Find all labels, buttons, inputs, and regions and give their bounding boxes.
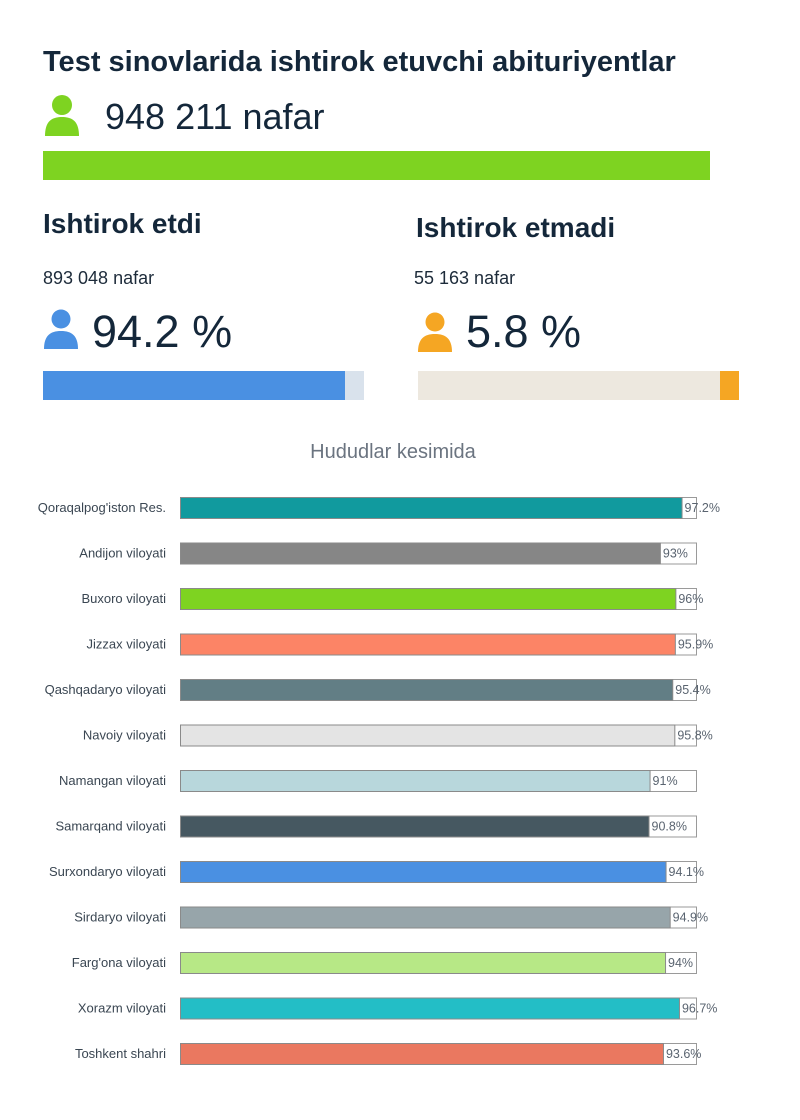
bar — [180, 906, 671, 929]
bar — [180, 861, 667, 883]
page-title: Test sinovlarida ishtirok etuvchi abitur… — [43, 46, 676, 78]
bar — [180, 997, 680, 1020]
category-label: Farg'ona viloyati — [72, 955, 166, 970]
participated-progress-fill — [43, 371, 346, 400]
bar — [180, 679, 674, 701]
not-participated-progress-bar — [418, 371, 739, 400]
bar-value-label: 94% — [668, 956, 693, 970]
category-label: Andijon viloyati — [79, 546, 166, 561]
bar-value-label: 93% — [663, 547, 688, 561]
bar-value-label: 94.1% — [669, 865, 704, 879]
person-icon — [44, 309, 78, 349]
bar — [180, 497, 683, 519]
category-label: Qoraqalpog'iston Res. — [38, 500, 166, 515]
category-label: Buxoro viloyati — [81, 591, 166, 606]
bar-value-label: 91% — [653, 774, 678, 788]
category-label: Navoiy viloyati — [83, 728, 166, 743]
bar — [180, 952, 667, 974]
bar-value-label: 95.9% — [678, 638, 713, 652]
bar — [180, 633, 676, 656]
participated-title: Ishtirok etdi — [43, 208, 202, 239]
not-participated-progress-fill — [720, 371, 739, 400]
bar-value-label: 93.6% — [666, 1047, 701, 1061]
category-label: Xorazm viloyati — [78, 1001, 166, 1016]
bar — [180, 588, 677, 610]
category-label: Qashqadaryo viloyati — [45, 682, 167, 697]
bar-value-label: 96.7% — [682, 1002, 717, 1016]
bar-value-label: 95.8% — [677, 729, 712, 743]
not-participated-count: 55 163 nafar — [414, 268, 516, 288]
bar-value-label: 90.8% — [652, 820, 687, 834]
bar — [180, 1043, 664, 1065]
bar-value-label: 96% — [678, 592, 703, 606]
total-bar-fill — [43, 151, 710, 180]
participated-count: 893 048 nafar — [43, 268, 155, 288]
participated-progress-bar — [43, 371, 364, 400]
bar — [180, 770, 651, 792]
person-icon — [45, 95, 79, 136]
bar — [180, 724, 676, 747]
not-participated-title: Ishtirok etmadi — [416, 212, 616, 243]
category-label: Namangan viloyati — [59, 773, 166, 788]
category-label: Toshkent shahri — [75, 1046, 166, 1061]
category-label: Sirdaryo viloyati — [74, 910, 166, 925]
bar — [180, 542, 661, 565]
bar-value-label: 97.2% — [685, 501, 720, 515]
bar-value-label: 94.9% — [673, 911, 708, 925]
category-label: Surxondaryo viloyati — [49, 864, 166, 879]
participated-percent: 94.2 % — [92, 306, 233, 357]
regional-bar-chart: Qoraqalpog'iston Res. 97.2% Andijon viloya… — [38, 497, 720, 1065]
category-label: Jizzax viloyati — [87, 637, 167, 652]
bar-value-label: 95.4% — [675, 683, 710, 697]
total-bar — [43, 151, 710, 180]
chart-title: Hududlar kesimida — [310, 441, 476, 463]
bar — [180, 815, 650, 838]
person-icon — [418, 312, 452, 352]
total-count: 948 211 nafar — [105, 96, 325, 137]
not-participated-percent: 5.8 % — [466, 306, 582, 357]
category-label: Samarqand viloyati — [55, 819, 166, 834]
